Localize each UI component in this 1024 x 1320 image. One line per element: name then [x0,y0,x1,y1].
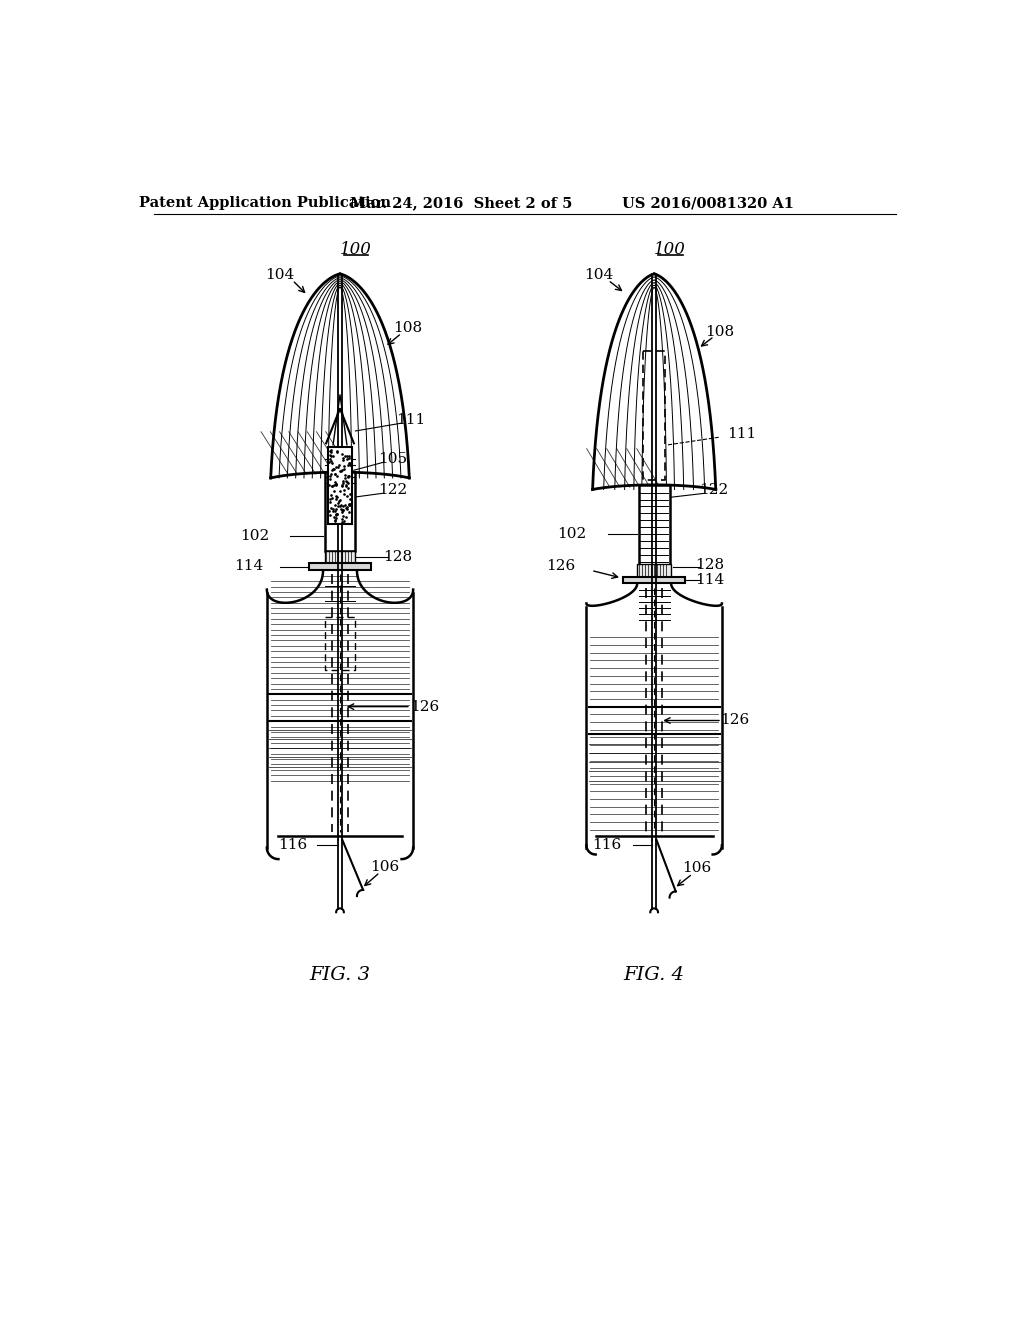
Text: 108: 108 [393,321,422,335]
Bar [624,577,685,583]
Bar [637,564,671,577]
Bar [328,447,352,524]
Text: 122: 122 [699,483,729,496]
Text: 126: 126 [547,560,575,573]
Text: 100: 100 [340,240,372,257]
Text: 111: 111 [727,428,757,441]
Text: 114: 114 [695,573,724,587]
Text: 104: 104 [584,268,613,282]
Text: 116: 116 [279,838,307,853]
Text: 128: 128 [695,558,724,572]
Text: 100: 100 [653,240,685,257]
Text: FIG. 4: FIG. 4 [624,966,685,983]
Text: 122: 122 [378,483,407,496]
Text: 102: 102 [240,529,269,543]
Text: 126: 126 [721,714,750,727]
Text: 102: 102 [557,527,587,541]
Bar [325,552,355,564]
Text: 106: 106 [370,859,399,874]
Text: 111: 111 [396,413,425,428]
Text: 105: 105 [378,451,407,466]
Text: 128: 128 [383,550,413,564]
Bar [639,484,670,566]
Text: US 2016/0081320 A1: US 2016/0081320 A1 [622,197,794,210]
Text: 106: 106 [682,862,711,875]
Text: FIG. 3: FIG. 3 [309,966,371,983]
Bar [309,564,371,570]
Text: Mar. 24, 2016  Sheet 2 of 5: Mar. 24, 2016 Sheet 2 of 5 [350,197,572,210]
Text: 108: 108 [706,325,734,339]
Text: Patent Application Publication: Patent Application Publication [139,197,391,210]
Text: 114: 114 [233,560,263,573]
Text: 104: 104 [265,268,295,282]
Bar [325,471,355,552]
Text: 116: 116 [593,838,622,853]
Text: 126: 126 [410,700,439,714]
